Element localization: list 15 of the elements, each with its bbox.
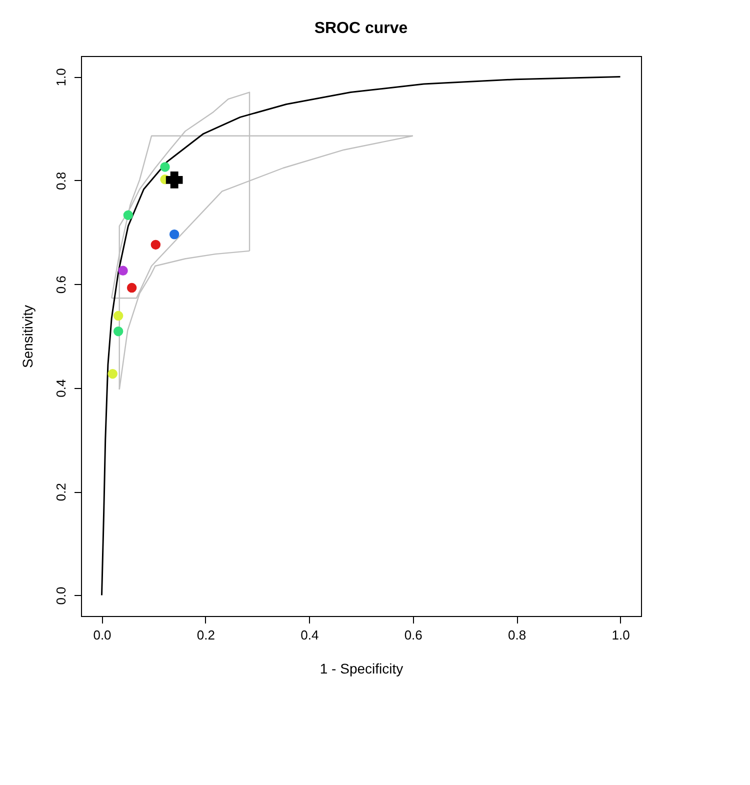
x-tick-label: 0.2 [196,628,215,642]
x-axis-title: 1 - Specificity [320,660,404,676]
y-tick-label: 1.0 [54,68,68,86]
x-tick-label: 0.0 [93,628,112,642]
y-tick-label: 0.6 [54,276,68,294]
chart-title: SROC curve [314,20,408,37]
y-tick-label: 0.4 [54,379,68,398]
y-tick-label: 0.2 [54,483,68,502]
y-tick-label: 0.8 [54,172,68,190]
x-tick-label: 0.4 [300,628,319,642]
x-tick-label: 0.8 [508,628,526,642]
x-tick-label: 1.0 [612,628,630,642]
y-tick-label: 0.0 [54,586,68,605]
x-tick-label: 0.6 [404,628,422,642]
y-axis-title: Sensitivity [20,304,36,368]
